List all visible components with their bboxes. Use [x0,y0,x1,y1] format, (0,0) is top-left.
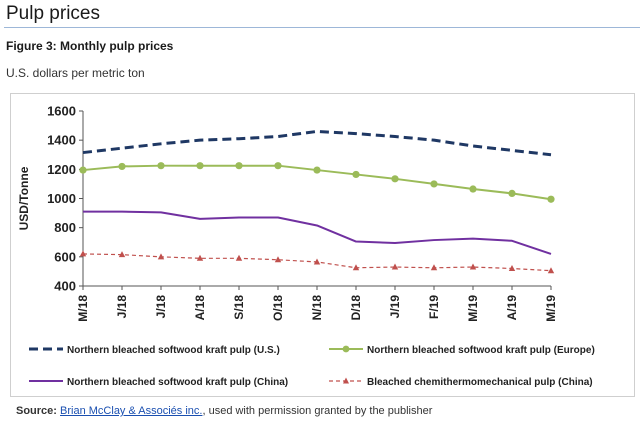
data-point [508,265,516,271]
data-point [235,254,243,261]
x-tick-label: J/19 [388,295,402,319]
heading-divider [4,27,640,28]
x-tick-label: J/18 [154,295,168,319]
y-axis-label: USD/Tonne [17,166,31,230]
data-point [196,254,204,261]
data-point [547,195,555,203]
y-tick-label: 1400 [47,133,76,148]
data-point [157,253,165,260]
legend-label: Northern bleached softwood kraft pulp (C… [67,377,288,388]
x-tick-label: O/18 [271,295,285,321]
data-point [430,264,438,271]
x-tick-label: A/19 [505,295,519,321]
legend-marker [342,345,350,353]
data-point [430,180,438,188]
legend-label: Northern bleached softwood kraft pulp (E… [367,345,595,356]
data-point [235,162,243,170]
figure-title: Figure 3: Monthly pulp prices [6,39,174,53]
data-point [274,256,282,263]
x-tick-label: M/18 [76,295,90,322]
data-point [391,263,399,270]
source-note: Source: Brian McClay & Associés inc., us… [16,405,432,417]
data-point [196,162,204,170]
y-tick-label: 1600 [47,104,76,119]
x-tick-label: M/19 [544,295,558,322]
page-heading: Pulp prices [6,3,100,24]
series-line [83,210,552,255]
legend-label: Bleached chemithermomechanical pulp (Chi… [367,377,593,388]
x-tick-label: J/18 [115,295,129,319]
data-point [391,175,399,183]
chart-container: 400 600 800 1000 1200 1400 1600 USD/Tonne M/18 J/… [10,93,635,397]
x-tick-label: F/19 [427,295,441,319]
x-tick-label: N/18 [310,295,324,321]
x-tick-label: M/19 [466,295,480,322]
line-chart: 400 600 800 1000 1200 1400 1600 USD/Tonne M/18 J/… [17,104,595,389]
x-tick-label: S/18 [232,295,246,320]
data-point [469,263,477,270]
legend-marker [343,377,349,384]
data-point [157,162,165,170]
data-point [352,264,360,271]
source-label: Source: [16,405,57,417]
y-tick-label: 400 [54,279,76,294]
legend-label: Northern bleached softwood kraft pulp (U… [67,345,280,356]
source-link[interactable]: Brian McClay & Associés inc. [60,405,203,417]
data-point [79,250,87,257]
y-tick-label: 600 [54,249,76,264]
units-caption: U.S. dollars per metric ton [6,66,145,80]
data-point [79,166,87,174]
data-point [469,185,477,193]
y-tick-label: 1200 [47,162,76,177]
y-tick-label: 1000 [47,191,76,206]
data-point [352,170,360,179]
data-point [118,251,126,258]
data-point [274,162,282,170]
y-tick-label: 800 [54,220,76,235]
x-tick-label: A/18 [193,295,207,321]
series-line [82,129,552,157]
data-point [508,189,516,197]
data-point [313,166,321,174]
source-text: , used with permission granted by the pu… [202,405,433,417]
data-point [313,258,321,265]
data-point [547,267,555,274]
data-point [118,162,126,171]
x-tick-label: D/18 [349,295,363,321]
